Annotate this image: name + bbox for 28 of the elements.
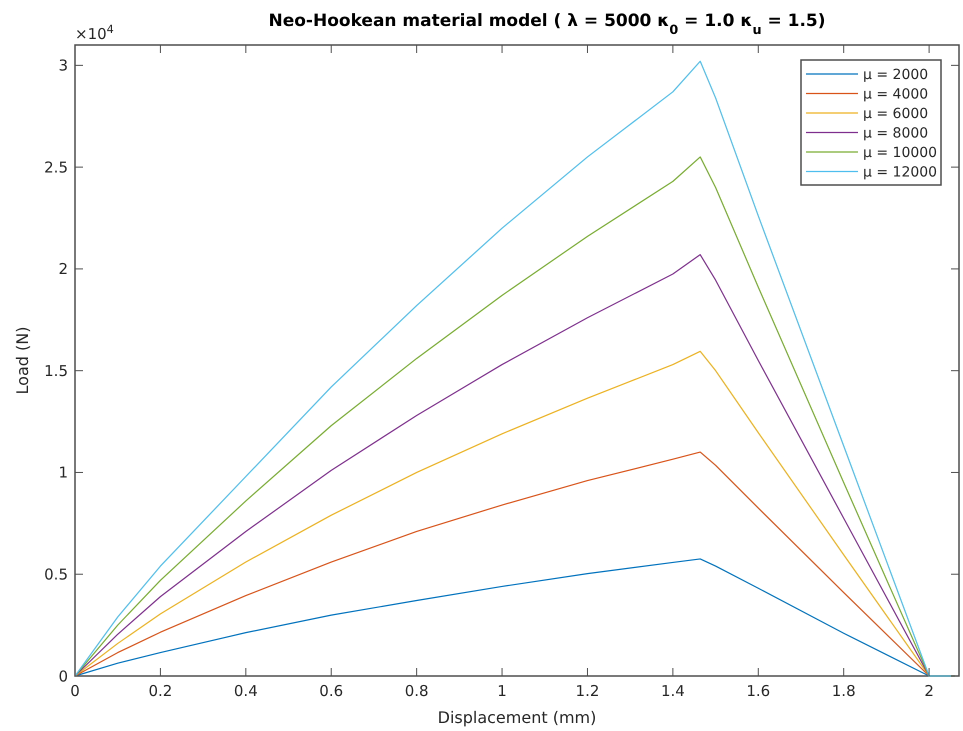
x-tick-label: 0.6 (319, 682, 344, 700)
x-tick-label: 0.4 (234, 682, 258, 700)
y-tick-label: 1.5 (44, 362, 68, 380)
y-tick-label: 0.5 (44, 565, 68, 584)
legend-label: μ = 8000 (863, 125, 928, 142)
y-tick-label: 1 (58, 464, 68, 482)
x-axis-title: Displacement (mm) (438, 708, 596, 727)
y-tick-label: 0 (58, 667, 68, 686)
legend-label: μ = 4000 (863, 86, 928, 102)
y-axis-title: Load (N) (13, 326, 32, 394)
x-tick-label: 0.8 (404, 682, 429, 700)
legend-label: μ = 2000 (863, 66, 928, 83)
x-tick-label: 1.4 (660, 682, 685, 700)
legend-label: μ = 12000 (863, 164, 938, 180)
x-tick-label: 0.2 (148, 682, 172, 700)
x-tick-label: 1.6 (746, 682, 770, 700)
y-tick-label: 2 (58, 260, 68, 278)
chart-title: Neo-Hookean material model ( λ = 5000 κ$_{0}$ = 1.0 κ$_{u}$ = 1.5) (268, 11, 826, 38)
x-tick-label: 0 (70, 682, 80, 700)
legend-label: μ = 6000 (863, 106, 928, 122)
legend-label: μ = 10000 (863, 144, 938, 161)
y-tick-label: 3 (58, 56, 68, 75)
x-tick-label: 1 (497, 682, 507, 700)
y-tick-label: 2.5 (44, 158, 68, 176)
text: ×10$^{4}$ (75, 22, 114, 43)
x-tick-label: 1.2 (576, 682, 600, 700)
x-tick-label: 2 (924, 682, 934, 700)
x-tick-label: 1.8 (832, 682, 856, 700)
